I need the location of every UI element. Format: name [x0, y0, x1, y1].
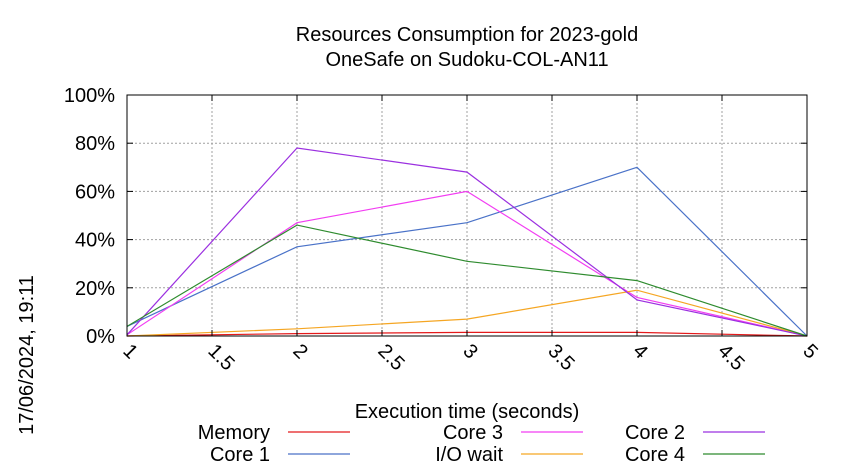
series-line-core-4 — [126, 224, 808, 337]
x-tick-label: 2.5 — [373, 340, 408, 375]
series-line-i-o-wait — [126, 289, 808, 337]
grid — [127, 95, 807, 336]
series-line-core-3 — [126, 190, 808, 337]
y-tick-label: 80% — [75, 133, 115, 155]
x-tick-label: 1.5 — [203, 340, 238, 375]
y-tick-label: 40% — [75, 230, 115, 252]
y-ticks: 0% 20% 40% 60% 80% 100% — [64, 85, 807, 348]
legend-label: Memory — [198, 422, 270, 444]
series-line-core-1 — [126, 166, 808, 337]
y-tick-label: 100% — [64, 85, 115, 107]
chart-title-line2: OneSafe on Sudoku-COL-AN11 — [325, 49, 608, 71]
y-tick-label: 20% — [75, 278, 115, 300]
x-ticks: 1 1.5 2 2.5 3 3.5 4 4.5 5 — [118, 95, 822, 375]
legend-label: Core 1 — [210, 444, 270, 466]
y-tick-label: 60% — [75, 181, 115, 203]
legend-label: Core 4 — [625, 444, 685, 466]
x-tick-label: 4 — [628, 340, 651, 363]
x-tick-label: 1 — [118, 340, 141, 363]
x-tick-label: 5 — [798, 340, 821, 363]
legend-label: Core 3 — [443, 422, 503, 444]
timestamp-label: 17/06/2024, 19:11 — [16, 275, 38, 435]
x-tick-label: 2 — [288, 340, 311, 363]
x-tick-label: 3.5 — [543, 340, 578, 375]
chart-title-line1: Resources Consumption for 2023-gold — [296, 24, 638, 46]
series-line-core-2 — [126, 147, 808, 337]
y-tick-label: 0% — [86, 326, 115, 348]
x-axis-label: Execution time (seconds) — [355, 401, 580, 423]
x-tick-label: 3 — [458, 340, 481, 363]
legend-label: I/O wait — [435, 444, 503, 466]
x-tick-label: 4.5 — [713, 340, 748, 375]
legend-label: Core 2 — [625, 422, 685, 444]
